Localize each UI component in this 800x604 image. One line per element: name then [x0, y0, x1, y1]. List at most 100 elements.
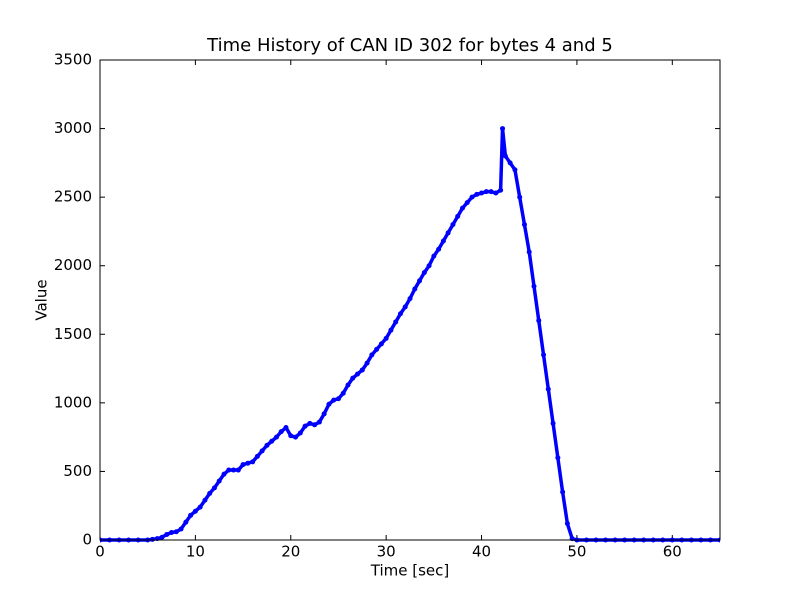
x-tick-label: 10 — [186, 543, 205, 561]
x-tick-label: 0 — [95, 543, 105, 561]
y-tick-label: 3000 — [54, 119, 92, 137]
data-point — [178, 526, 184, 532]
data-point — [440, 238, 446, 244]
data-point — [216, 478, 222, 484]
data-point — [340, 390, 346, 396]
data-point — [192, 508, 198, 514]
chart-title: Time History of CAN ID 302 for bytes 4 a… — [206, 35, 613, 56]
data-point — [331, 397, 337, 403]
data-point — [235, 467, 241, 473]
data-point — [488, 189, 494, 195]
data-point — [326, 401, 332, 407]
y-tick-label: 2500 — [54, 188, 92, 206]
data-point — [231, 467, 237, 473]
data-point — [188, 512, 194, 518]
data-point — [521, 222, 527, 228]
data-point — [245, 460, 251, 466]
data-point — [254, 453, 260, 459]
data-point — [402, 304, 408, 310]
x-tick-label: 20 — [281, 543, 300, 561]
data-point — [474, 191, 480, 197]
data-point — [250, 459, 256, 465]
data-point — [383, 335, 389, 341]
data-line — [100, 126, 720, 542]
data-point — [307, 420, 313, 426]
data-point — [264, 442, 270, 448]
y-tick-label: 1000 — [54, 393, 92, 411]
x-tick-label: 50 — [567, 543, 586, 561]
data-point — [240, 462, 246, 468]
data-point — [545, 386, 551, 392]
plot-frame — [99, 59, 721, 541]
data-point — [541, 352, 547, 358]
data-point — [455, 213, 461, 219]
data-point — [159, 534, 165, 540]
data-point — [207, 490, 213, 496]
y-tick-label: 500 — [63, 462, 92, 480]
data-point — [278, 429, 284, 435]
data-point — [431, 253, 437, 259]
data-point — [397, 311, 403, 317]
data-point — [288, 433, 294, 439]
data-point — [359, 367, 365, 373]
data-point — [297, 430, 303, 436]
data-point — [335, 396, 341, 402]
data-point — [302, 423, 308, 429]
data-point — [259, 448, 265, 454]
data-point — [417, 278, 423, 284]
data-point — [560, 489, 566, 495]
data-point — [479, 190, 485, 196]
data-point — [269, 438, 275, 444]
x-tick-label: 30 — [377, 543, 396, 561]
y-tick-label: 3500 — [54, 51, 92, 69]
data-point — [355, 371, 361, 377]
data-point — [197, 504, 203, 510]
data-point — [464, 200, 470, 206]
data-point — [202, 497, 208, 503]
data-point — [531, 283, 537, 289]
data-point — [169, 529, 175, 535]
x-tick-label: 60 — [663, 543, 682, 561]
y-tick-label: 1500 — [54, 325, 92, 343]
data-point — [164, 532, 170, 538]
data-point — [312, 422, 318, 428]
data-point — [517, 194, 523, 200]
data-point — [388, 327, 394, 333]
data-point — [450, 222, 456, 228]
y-tick-label: 0 — [82, 531, 92, 549]
data-point — [316, 419, 322, 425]
data-point — [364, 360, 370, 366]
data-point — [369, 352, 375, 358]
data-point — [321, 411, 327, 417]
data-point — [221, 471, 227, 477]
data-point — [149, 536, 155, 542]
data-point — [374, 346, 380, 352]
data-point — [173, 529, 179, 535]
data-point — [436, 246, 442, 252]
data-point — [493, 190, 499, 196]
data-point — [555, 455, 561, 461]
data-point — [426, 263, 432, 269]
data-point — [412, 286, 418, 292]
data-point — [498, 187, 504, 193]
data-point — [502, 153, 508, 159]
data-point — [469, 194, 475, 200]
data-point — [550, 420, 556, 426]
data-point — [512, 167, 518, 173]
data-point — [536, 318, 542, 324]
x-tick-label: 40 — [472, 543, 491, 561]
y-tick-label: 2000 — [54, 256, 92, 274]
data-point — [483, 189, 489, 195]
data-point — [273, 434, 279, 440]
data-point — [283, 425, 289, 431]
data-point — [459, 205, 465, 211]
data-point — [378, 341, 384, 347]
data-point — [345, 382, 351, 388]
data-point — [564, 521, 570, 527]
data-point — [293, 434, 299, 440]
data-point — [421, 270, 427, 276]
data-point — [393, 319, 399, 325]
data-point — [445, 230, 451, 236]
